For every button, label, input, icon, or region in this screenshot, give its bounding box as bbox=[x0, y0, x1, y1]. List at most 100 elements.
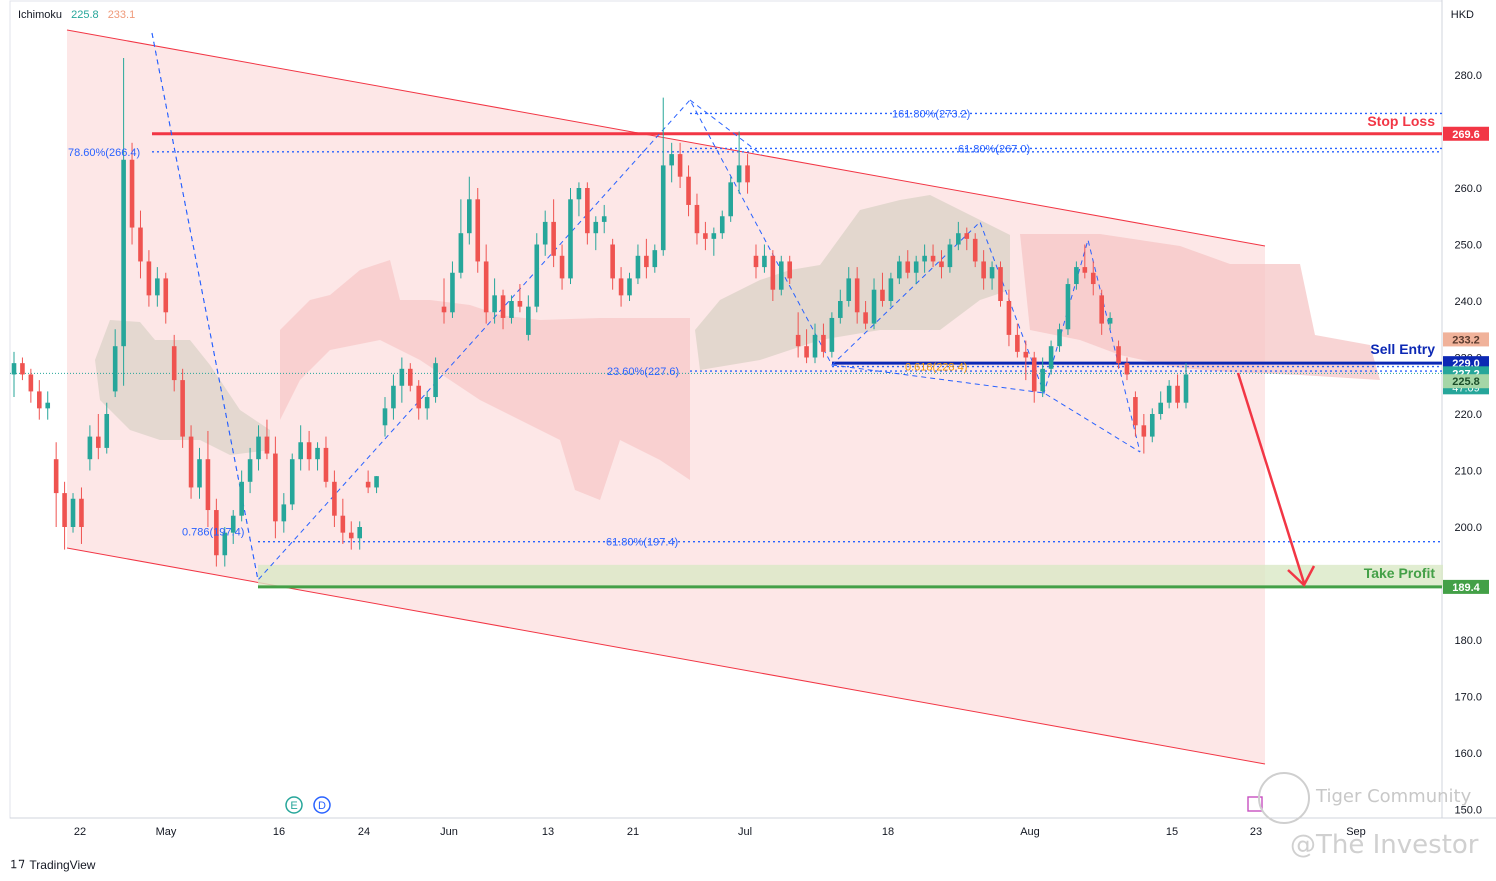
candle-body bbox=[534, 244, 540, 307]
fib-zigzag-branch bbox=[689, 99, 763, 156]
candle bbox=[374, 476, 379, 494]
candle-body bbox=[981, 261, 986, 279]
candle bbox=[399, 357, 405, 403]
candle-body bbox=[399, 368, 405, 386]
candle-body bbox=[888, 278, 894, 301]
time-tick-label: 13 bbox=[542, 826, 554, 838]
candle-body bbox=[922, 255, 927, 262]
candle bbox=[433, 357, 438, 403]
candle bbox=[568, 188, 573, 285]
candle bbox=[391, 374, 396, 420]
candle bbox=[205, 430, 211, 527]
candle-body bbox=[880, 289, 885, 301]
tradingview-brand[interactable]: 𝟷𝟽 TradingView bbox=[10, 857, 95, 872]
candle bbox=[1015, 323, 1020, 358]
price-tick-label: 170.0 bbox=[1454, 692, 1482, 704]
time-tick-label: Jun bbox=[440, 826, 458, 838]
candle-body bbox=[155, 278, 160, 296]
candle-body bbox=[956, 233, 961, 245]
candle bbox=[635, 244, 641, 285]
candle-body bbox=[1065, 284, 1071, 330]
candle bbox=[1141, 414, 1147, 454]
candle bbox=[20, 357, 25, 381]
candle bbox=[1031, 351, 1037, 403]
candle bbox=[62, 481, 67, 550]
ichimoku-legend[interactable]: Ichimoku 225.8 233.1 bbox=[18, 9, 135, 21]
candle-body bbox=[205, 459, 211, 511]
candle-body bbox=[736, 165, 742, 183]
time-tick-label: May bbox=[156, 826, 177, 838]
candle-body bbox=[778, 261, 784, 290]
candle bbox=[171, 334, 177, 392]
indicator-name: Ichimoku bbox=[18, 9, 63, 21]
candle bbox=[365, 470, 371, 494]
fib-label: 78.60%(266.4) bbox=[68, 147, 140, 159]
candle-body bbox=[416, 385, 422, 409]
candle-body bbox=[1023, 351, 1029, 358]
candle-body bbox=[53, 459, 59, 494]
candle-body bbox=[585, 188, 590, 234]
candle-body bbox=[1082, 267, 1088, 273]
candle-body bbox=[1006, 301, 1012, 335]
candle-body bbox=[357, 527, 362, 539]
candle bbox=[450, 261, 455, 318]
cloud-bearish-segment-2 bbox=[695, 195, 1010, 370]
cloud-tag-2-bg bbox=[1443, 374, 1489, 389]
candle bbox=[1149, 408, 1155, 443]
candle bbox=[863, 301, 868, 330]
candle bbox=[585, 182, 590, 245]
candle-body bbox=[163, 278, 169, 313]
candle-body bbox=[11, 363, 17, 375]
candle bbox=[348, 521, 354, 550]
price-tick-label: 200.0 bbox=[1454, 522, 1482, 534]
projection-arrow-line bbox=[1236, 372, 1306, 584]
candle-body bbox=[323, 447, 329, 482]
candle-body bbox=[964, 233, 970, 239]
candle bbox=[804, 329, 809, 364]
candle bbox=[1040, 357, 1045, 398]
price-tick-label: 280.0 bbox=[1454, 70, 1482, 82]
candle-body bbox=[171, 346, 177, 381]
candle bbox=[492, 278, 497, 324]
fib-label: 23.60%(227.6) bbox=[607, 366, 679, 378]
candle bbox=[382, 397, 388, 437]
time-tick-label: 23 bbox=[1250, 826, 1262, 838]
candle bbox=[416, 380, 422, 420]
time-tick-label: 18 bbox=[882, 826, 894, 838]
candle-body bbox=[188, 436, 194, 488]
indicator-value-2: 233.1 bbox=[107, 9, 136, 21]
candle-body bbox=[551, 221, 556, 256]
candle-body bbox=[458, 233, 464, 273]
candle-body bbox=[247, 459, 253, 482]
price-tick-label: 260.0 bbox=[1454, 183, 1482, 195]
candle bbox=[129, 142, 135, 245]
candle-body bbox=[576, 188, 582, 200]
candle bbox=[812, 323, 818, 364]
candle bbox=[1183, 363, 1189, 409]
candle bbox=[1065, 278, 1071, 335]
candle bbox=[70, 493, 76, 533]
candle-body bbox=[289, 459, 295, 505]
candle bbox=[483, 244, 489, 324]
time-tick-label: Sep bbox=[1346, 826, 1366, 838]
candle-body bbox=[1107, 317, 1113, 324]
candle bbox=[762, 244, 767, 273]
candle-body bbox=[854, 278, 860, 313]
candle-body bbox=[913, 261, 919, 273]
candle bbox=[897, 255, 902, 285]
take-profit-label: Take Profit bbox=[1364, 565, 1436, 581]
candle bbox=[677, 142, 683, 188]
candle-body bbox=[846, 278, 852, 301]
candle-body bbox=[905, 261, 911, 273]
candle-body bbox=[728, 182, 733, 217]
candle bbox=[711, 227, 717, 256]
price-axis: 280.0270.0260.0250.0240.0230.0220.0210.0… bbox=[1443, 70, 1489, 817]
candle-body bbox=[719, 216, 725, 234]
candle bbox=[407, 363, 413, 392]
fib-zigzag-base bbox=[831, 364, 1141, 453]
candle bbox=[79, 487, 84, 544]
candle-body bbox=[677, 154, 683, 177]
candle bbox=[728, 176, 733, 222]
event-marker-icon bbox=[285, 796, 303, 814]
